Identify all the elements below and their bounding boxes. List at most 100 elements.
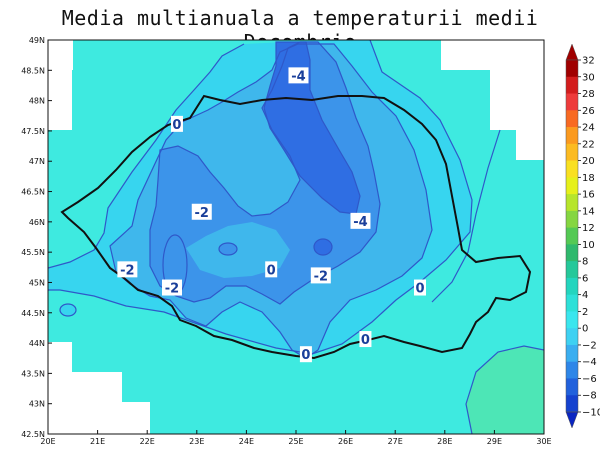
lon-tick-label: 20E <box>40 437 55 446</box>
colorbar-label: 2 <box>582 307 588 318</box>
colorbar-label: −10 <box>582 408 600 419</box>
colorbar-swatch <box>566 328 578 346</box>
contour-label-background <box>191 203 212 220</box>
lon-tick-label: 29E <box>487 437 502 446</box>
lat-tick-label: 48N <box>29 97 45 106</box>
contour-label: -2 <box>120 263 134 278</box>
contour-label-background <box>350 212 371 229</box>
zone-below-minus4-spot <box>314 239 332 255</box>
colorbar-label: 10 <box>582 240 595 251</box>
zone-island-west <box>60 304 76 316</box>
colorbar-swatch <box>566 60 578 78</box>
colorbar-label: 8 <box>582 257 588 268</box>
colorbar-top-arrow <box>565 43 579 61</box>
lat-tick-label: 48.5N <box>21 66 45 75</box>
lat-tick-label: 43.5N <box>21 369 45 378</box>
colorbar-label: 16 <box>582 190 595 201</box>
contour-label: 0 <box>301 348 310 363</box>
colorbar-label: 28 <box>582 89 595 100</box>
lat-tick-label: 44N <box>29 339 45 348</box>
colorbar-swatch <box>566 244 578 262</box>
colorbar-outline <box>565 59 579 413</box>
colorbar-label: 6 <box>582 273 588 284</box>
colorbar-label: 18 <box>582 173 595 184</box>
colorbar-label: 14 <box>582 206 595 217</box>
contour-label-background <box>265 261 278 278</box>
colorbar-swatch <box>566 210 578 229</box>
colorbar-swatch <box>566 395 578 413</box>
lon-tick-label: 26E <box>338 437 353 446</box>
contour-label-background <box>359 331 372 348</box>
contour-fill-layer <box>48 40 544 434</box>
lat-tick-label: 43N <box>29 400 45 409</box>
lon-tick-label: 21E <box>90 437 105 446</box>
contour-label: 0 <box>172 118 181 133</box>
colorbar-label: 4 <box>582 290 588 301</box>
colorbar-swatch <box>566 344 578 363</box>
contour-label-background <box>299 346 312 363</box>
contour-label-background <box>310 267 331 284</box>
zone-inner-minus2-to-0 <box>186 222 290 278</box>
lon-tick-label: 28E <box>437 437 452 446</box>
colorbar-swatch <box>566 277 578 296</box>
contour-label: -2 <box>314 269 328 284</box>
colorbar-label: −8 <box>582 391 597 402</box>
lon-tick-label: 25E <box>288 437 303 446</box>
contour-label-background <box>162 279 182 296</box>
colorbar-swatch <box>566 143 578 162</box>
colorbar-label: 32 <box>582 56 595 67</box>
axis-ticks: 20E 21E 22E 23E 24E 25E 26E 27E 28E 29E 30E 49N 48.5… <box>21 36 551 446</box>
lon-tick-label: 27E <box>388 437 403 446</box>
colorbar-label: 12 <box>582 223 595 234</box>
colorbar-label: −2 <box>582 340 597 351</box>
colorbar-swatch <box>566 194 578 212</box>
lon-tick-label: 24E <box>239 437 254 446</box>
colorbar-swatch <box>566 76 578 95</box>
contour-label: -4 <box>291 69 305 84</box>
colorbar-swatch <box>566 378 578 396</box>
colorbar-swatch <box>566 177 578 195</box>
colorbar-label: 22 <box>582 139 595 150</box>
zone-warm-southeast <box>466 346 544 434</box>
colorbar-label: 0 <box>582 324 588 335</box>
colorbar-swatch <box>566 294 578 312</box>
lat-tick-label: 47.5N <box>21 127 45 136</box>
lat-tick-label: 45N <box>29 278 45 287</box>
lat-tick-label: 42.5N <box>21 430 45 439</box>
colorbar-swatch <box>566 160 578 178</box>
colorbar-label: −6 <box>582 374 597 385</box>
contour-label: -2 <box>165 282 179 297</box>
colorbar-swatch <box>566 261 578 279</box>
colorbar-swatch <box>566 311 578 329</box>
lon-tick-label: 30E <box>536 437 551 446</box>
colorbar-swatch <box>566 110 578 128</box>
contour-label-background <box>288 67 309 84</box>
lon-tick-label: 22E <box>140 437 155 446</box>
lat-tick-label: 49N <box>29 36 45 45</box>
colorbar-swatch <box>566 361 578 379</box>
contour-label: 0 <box>415 282 424 297</box>
zone-small-spot <box>219 243 237 255</box>
contour-label: 0 <box>361 333 370 348</box>
contour-label-background <box>170 115 183 132</box>
colorbar-swatch <box>566 93 578 111</box>
lon-tick-label: 23E <box>189 437 204 446</box>
colorbar-label: −4 <box>582 357 597 368</box>
colorbar-bottom-arrow <box>565 411 579 429</box>
lat-tick-label: 44.5N <box>21 309 45 318</box>
contour-label: -4 <box>353 215 367 230</box>
contour-label: -2 <box>195 206 209 221</box>
colorbar-swatch <box>566 227 578 245</box>
contour-labels: -4 0 -2 -4 -2 0 -2 -2 0 0 0 <box>117 67 426 363</box>
lat-tick-label: 46N <box>29 218 45 227</box>
lat-tick-label: 45.5N <box>21 248 45 257</box>
contour-label: 0 <box>267 263 276 278</box>
lat-tick-label: 47N <box>29 157 45 166</box>
colorbar-label: 30 <box>582 72 595 83</box>
lat-tick-label: 46.5N <box>21 188 45 197</box>
colorbar-swatch <box>566 127 578 145</box>
contour-lines <box>48 40 544 434</box>
colorbar-label: 26 <box>582 106 595 117</box>
